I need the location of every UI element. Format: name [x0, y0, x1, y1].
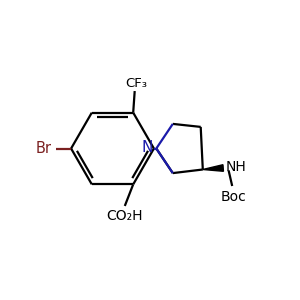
Text: Boc: Boc	[221, 190, 247, 204]
Text: CO₂H: CO₂H	[106, 209, 142, 223]
Text: NH: NH	[226, 160, 246, 174]
Text: CF₃: CF₃	[125, 76, 147, 89]
Text: N: N	[142, 140, 153, 154]
Polygon shape	[203, 165, 224, 171]
Text: Br: Br	[35, 141, 51, 156]
